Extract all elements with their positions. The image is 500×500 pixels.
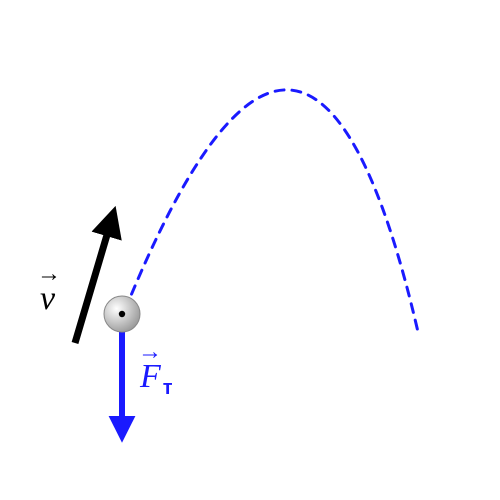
velocity-arrow [75, 218, 112, 343]
diagram-svg [0, 0, 500, 500]
force-label: → Fт [140, 358, 173, 401]
ball-center-dot [119, 311, 125, 317]
force-subscript: т [163, 377, 173, 399]
trajectory-curve [125, 90, 418, 332]
physics-diagram: → v → Fт [0, 0, 500, 500]
velocity-label: → v [40, 280, 55, 318]
